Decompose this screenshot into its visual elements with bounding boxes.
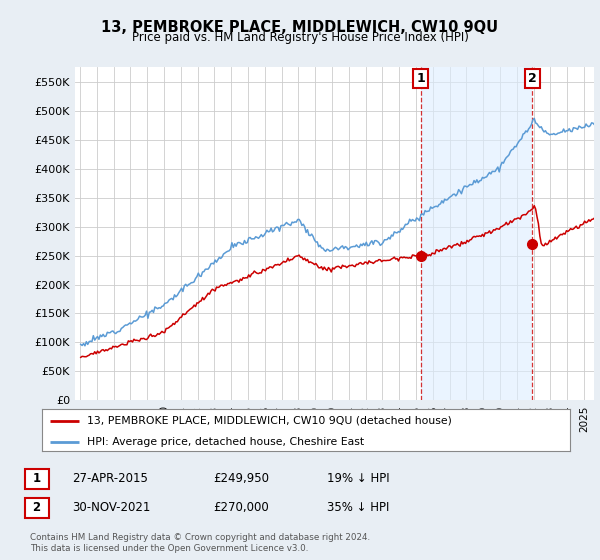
- Text: 1: 1: [416, 72, 425, 85]
- Text: HPI: Average price, detached house, Cheshire East: HPI: Average price, detached house, Ches…: [87, 437, 364, 446]
- Text: 30-NOV-2021: 30-NOV-2021: [72, 501, 151, 515]
- Text: Contains HM Land Registry data © Crown copyright and database right 2024.
This d: Contains HM Land Registry data © Crown c…: [30, 533, 370, 553]
- Text: £270,000: £270,000: [213, 501, 269, 515]
- Text: 19% ↓ HPI: 19% ↓ HPI: [327, 472, 389, 486]
- Text: 27-APR-2015: 27-APR-2015: [72, 472, 148, 486]
- Bar: [421, 67, 532, 400]
- Text: 13, PEMBROKE PLACE, MIDDLEWICH, CW10 9QU (detached house): 13, PEMBROKE PLACE, MIDDLEWICH, CW10 9QU…: [87, 416, 452, 426]
- Text: 1: 1: [32, 472, 41, 486]
- Text: £249,950: £249,950: [213, 472, 269, 486]
- Text: 2: 2: [32, 501, 41, 515]
- Text: 2: 2: [528, 72, 536, 85]
- Text: 13, PEMBROKE PLACE, MIDDLEWICH, CW10 9QU: 13, PEMBROKE PLACE, MIDDLEWICH, CW10 9QU: [101, 20, 499, 35]
- Text: 35% ↓ HPI: 35% ↓ HPI: [327, 501, 389, 515]
- Text: Price paid vs. HM Land Registry's House Price Index (HPI): Price paid vs. HM Land Registry's House …: [131, 31, 469, 44]
